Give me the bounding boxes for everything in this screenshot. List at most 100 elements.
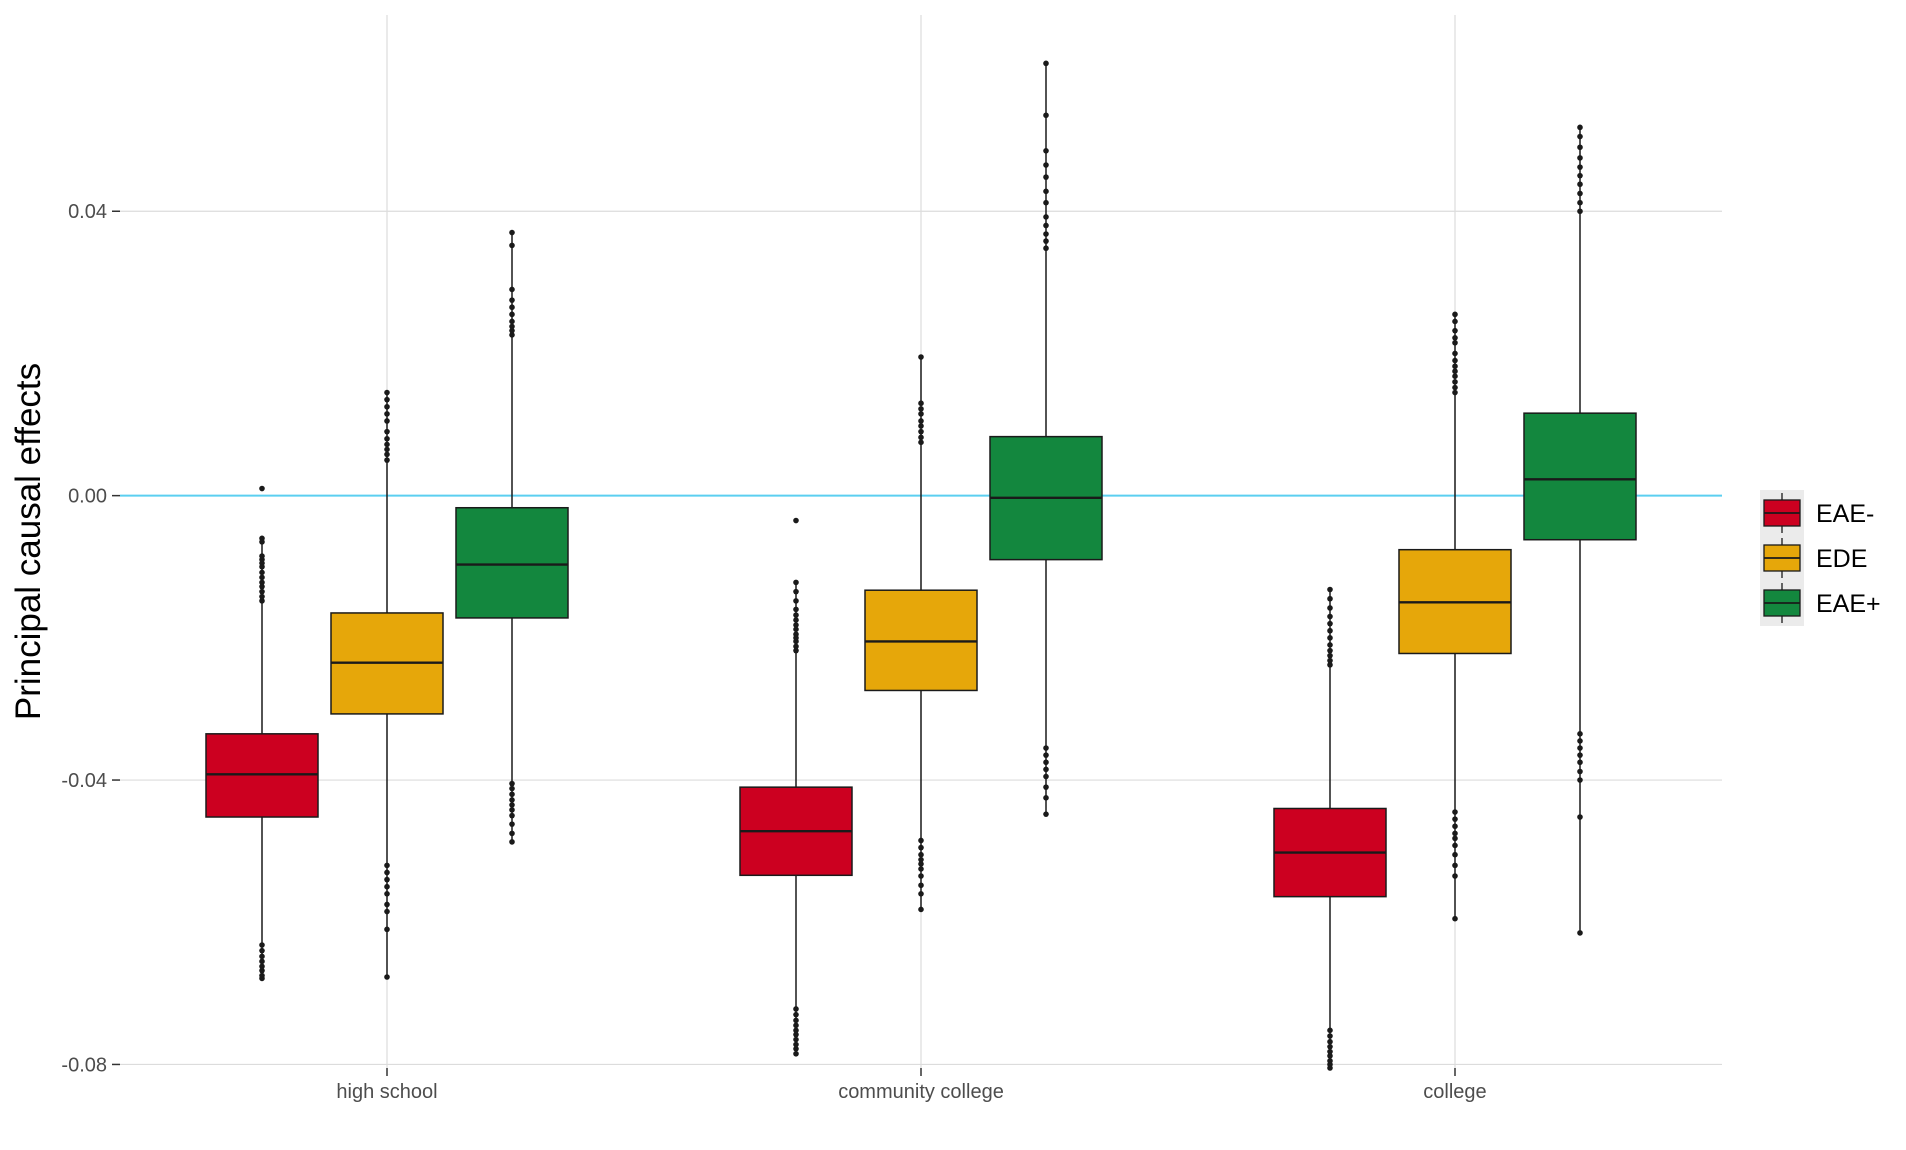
box-EAE-college	[1273, 586, 1387, 1071]
x-axis: high school community college college	[336, 1068, 1487, 1103]
outlier-point	[259, 574, 265, 581]
x-tick-label: college	[1423, 1081, 1486, 1103]
outlier-point	[509, 311, 515, 318]
outlier-point	[1452, 311, 1458, 318]
outlier-point	[793, 617, 799, 623]
outlier-point	[1327, 635, 1333, 641]
outlier-point	[509, 780, 515, 787]
outlier-point	[1577, 172, 1583, 179]
outlier-point	[1043, 231, 1049, 237]
outlier-point	[1452, 379, 1458, 385]
outlier-point	[1043, 752, 1049, 758]
outlier-point	[1327, 1065, 1333, 1071]
legend-item: EDE	[1763, 538, 1867, 578]
box-EAE-community-college	[739, 517, 853, 1057]
outlier-point	[384, 396, 390, 403]
legend-label: EAE+	[1816, 590, 1881, 618]
outlier-point	[1577, 155, 1583, 161]
outlier-point	[1327, 657, 1333, 664]
outlier-point	[918, 439, 924, 446]
box-EAE-high-school	[205, 485, 319, 982]
outlier-point	[793, 622, 799, 628]
box-EDE-high-school	[330, 389, 444, 980]
outlier-point	[1043, 60, 1049, 67]
outlier-point	[793, 1011, 799, 1018]
outlier-point	[384, 418, 390, 424]
outlier-point	[1327, 652, 1333, 659]
outlier-point	[384, 428, 390, 435]
outlier-point	[384, 869, 390, 876]
outlier-point	[1452, 350, 1458, 357]
outlier-point	[1577, 814, 1583, 820]
outlier-point	[1043, 214, 1049, 220]
outlier-point	[1577, 777, 1583, 783]
outlier-point	[384, 411, 390, 417]
outlier-point	[509, 791, 515, 798]
outlier-point	[1452, 851, 1458, 858]
outlier-point	[1327, 613, 1333, 620]
outlier-point	[1327, 1038, 1333, 1045]
outlier-point	[1327, 620, 1333, 627]
outlier-point	[384, 441, 390, 448]
outlier-point	[1452, 835, 1458, 842]
outlier-point	[1577, 190, 1583, 197]
outlier-point	[259, 942, 265, 948]
outlier-point	[1577, 745, 1583, 751]
outlier-point	[1452, 368, 1458, 375]
outlier-point	[1577, 768, 1583, 775]
outlier-point	[918, 866, 924, 872]
outlier-point	[509, 297, 515, 303]
outlier-point	[509, 286, 515, 293]
outlier-point	[509, 785, 515, 792]
legend-item: EAE-	[1763, 493, 1874, 533]
outlier-point	[1577, 752, 1583, 758]
outlier-point	[384, 403, 390, 410]
outlier-point	[259, 569, 265, 576]
outlier-point	[918, 873, 924, 879]
outlier-point	[918, 891, 924, 897]
outlier-point	[1043, 795, 1049, 801]
outlier-point	[918, 434, 924, 441]
y-tick-label: 0.04	[68, 201, 107, 223]
outlier-point	[1043, 766, 1049, 773]
outlier-point	[918, 423, 924, 429]
outlier-point	[793, 1027, 799, 1034]
iqr-box	[1523, 412, 1637, 541]
outlier-point	[384, 901, 390, 908]
outlier-point	[1452, 389, 1458, 396]
outlier-point	[259, 539, 265, 545]
outlier-point	[918, 428, 924, 435]
outlier-point	[1452, 915, 1458, 922]
outlier-point	[793, 1022, 799, 1029]
outlier-point	[1577, 133, 1583, 140]
outlier-point	[259, 975, 265, 982]
outlier-point	[509, 242, 515, 249]
outlier-point	[1327, 1027, 1333, 1034]
outlier-point	[1043, 199, 1049, 206]
outlier-point	[509, 797, 515, 803]
outlier-point	[793, 1050, 799, 1057]
outlier-point	[509, 830, 515, 837]
outlier-point	[1452, 842, 1458, 849]
iqr-box	[455, 506, 569, 619]
outlier-point	[918, 411, 924, 417]
outlier-point	[1452, 862, 1458, 869]
outlier-point	[384, 876, 390, 883]
outlier-point	[918, 418, 924, 424]
x-tick-label: high school	[336, 1081, 437, 1103]
outlier-point	[1452, 816, 1458, 822]
outlier-point	[1043, 162, 1049, 168]
box-EDE-community-college	[864, 354, 978, 913]
outlier-point	[1043, 238, 1049, 244]
outlier-point	[1327, 595, 1333, 602]
outlier-point	[793, 1046, 799, 1052]
outlier-point	[384, 908, 390, 915]
outlier-point	[259, 583, 265, 590]
outlier-point	[1327, 605, 1333, 611]
box-EAE-community-college	[989, 60, 1103, 817]
outlier-point	[384, 446, 390, 453]
outlier-point	[509, 807, 515, 813]
outlier-point	[384, 891, 390, 897]
outlier-point	[1577, 208, 1583, 215]
